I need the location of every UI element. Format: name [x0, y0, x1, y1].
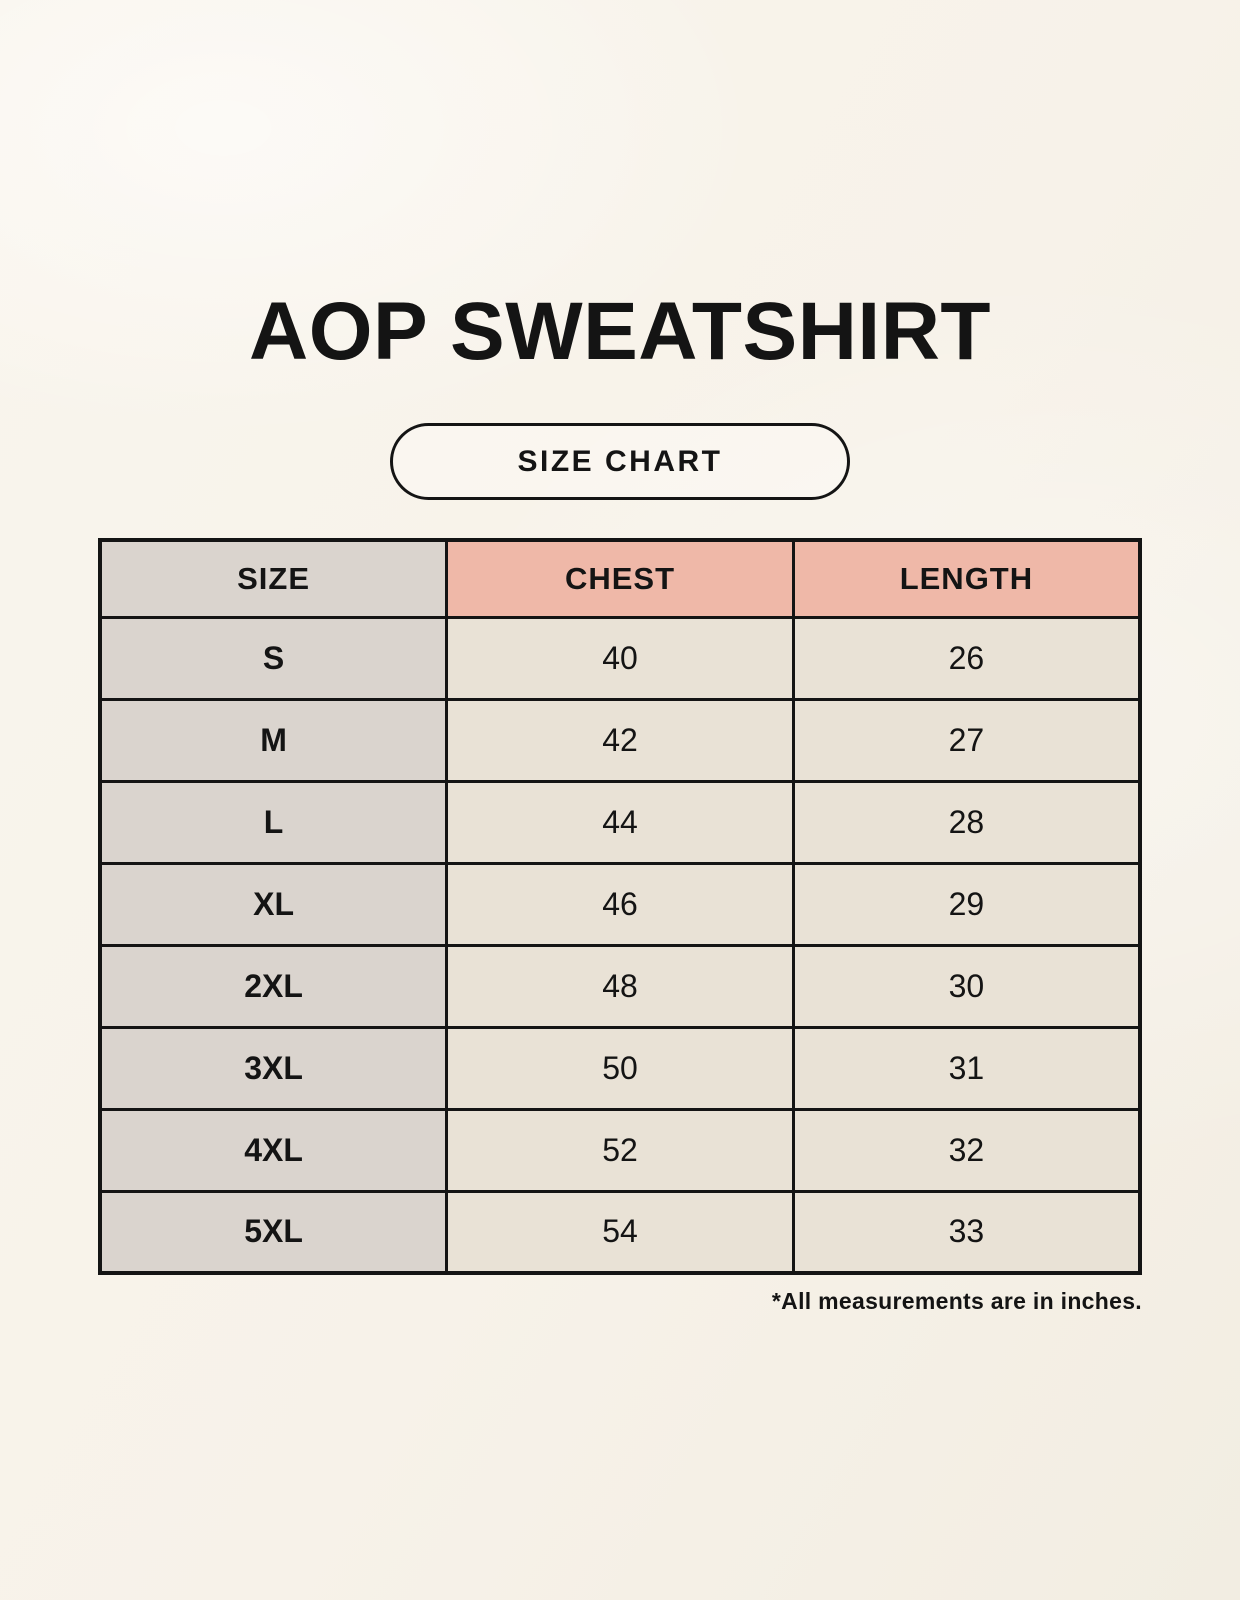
- table-row: L 44 28: [98, 779, 1142, 865]
- size-table-body: S 40 26 M 42 27 L 44 28 XL 46 29 2XL 48 30 3XL 50 31 4XL 52…: [98, 615, 1142, 1275]
- chest-cell: 46: [445, 861, 795, 947]
- col-header-chest: CHEST: [445, 538, 795, 619]
- measurements-footnote: *All measurements are in inches.: [771, 1288, 1142, 1314]
- size-cell: 2XL: [98, 943, 449, 1029]
- size-cell: 3XL: [98, 1025, 449, 1111]
- length-cell: 29: [791, 861, 1142, 947]
- col-header-size: SIZE: [98, 538, 449, 619]
- chest-cell: 48: [445, 943, 795, 1029]
- size-cell: S: [98, 615, 449, 701]
- table-row: 3XL 50 31: [98, 1025, 1142, 1111]
- size-cell: L: [98, 779, 449, 865]
- page-title: AOP SWEATSHIRT: [249, 286, 991, 377]
- size-table: SIZE CHEST LENGTH S 40 26 M 42 27 L 44 28 XL 46 29 2…: [98, 538, 1142, 1275]
- length-cell: 26: [791, 615, 1142, 701]
- size-cell: 4XL: [98, 1107, 449, 1193]
- size-chart-badge-label: SIZE CHART: [517, 444, 723, 478]
- table-row: S 40 26: [98, 615, 1142, 701]
- size-cell: M: [98, 697, 449, 783]
- length-cell: 27: [791, 697, 1142, 783]
- table-row: 4XL 52 32: [98, 1107, 1142, 1193]
- table-header-row: SIZE CHEST LENGTH: [98, 538, 1142, 619]
- length-cell: 32: [791, 1107, 1142, 1193]
- size-cell: 5XL: [98, 1189, 449, 1275]
- table-row: M 42 27: [98, 697, 1142, 783]
- chest-cell: 54: [445, 1189, 795, 1275]
- length-cell: 33: [791, 1189, 1142, 1275]
- chest-cell: 50: [445, 1025, 795, 1111]
- chest-cell: 44: [445, 779, 795, 865]
- table-row: XL 46 29: [98, 861, 1142, 947]
- size-chart-badge: SIZE CHART: [390, 423, 850, 500]
- length-cell: 28: [791, 779, 1142, 865]
- size-table-head: SIZE CHEST LENGTH: [98, 538, 1142, 619]
- chest-cell: 40: [445, 615, 795, 701]
- col-header-length: LENGTH: [791, 538, 1142, 619]
- chest-cell: 52: [445, 1107, 795, 1193]
- footnote-row: *All measurements are in inches.: [98, 1288, 1142, 1315]
- table-row: 2XL 48 30: [98, 943, 1142, 1029]
- chest-cell: 42: [445, 697, 795, 783]
- size-cell: XL: [98, 861, 449, 947]
- length-cell: 30: [791, 943, 1142, 1029]
- table-row: 5XL 54 33: [98, 1189, 1142, 1275]
- length-cell: 31: [791, 1025, 1142, 1111]
